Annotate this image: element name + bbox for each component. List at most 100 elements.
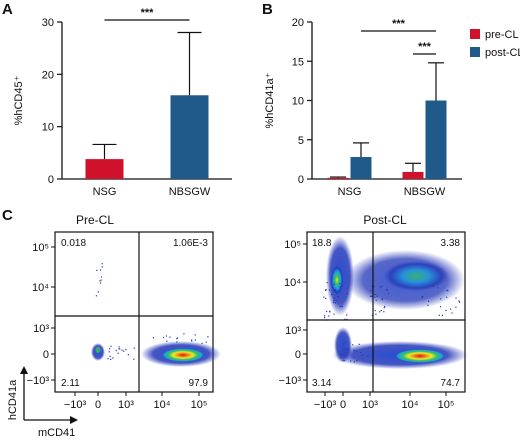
event-dot [356,360,358,362]
c-ylabel: hCD41a [7,379,19,420]
event-dot [337,296,339,298]
event-dot [358,343,360,345]
event-dot [450,308,452,310]
event-dot [110,345,112,347]
axis-orientation-key: hCD41a mCD41 [7,366,78,439]
c-x-tick-label: 10⁴ [154,399,171,411]
event-dot [334,302,336,304]
event-dot [334,289,336,291]
event-dot [374,309,376,312]
c-y-tick-label: 0 [43,349,49,361]
event-dot [353,349,355,351]
post-cl-title: Post-CL [363,213,407,227]
pre-cl-quad-top-left: 0.018 [61,238,86,249]
event-dot [376,295,378,297]
event-dot [422,296,424,298]
event-dot [458,301,461,303]
event-dot [110,358,112,360]
pre-cl-population-left-core [95,347,101,353]
event-dot [339,283,341,285]
event-dot [107,358,109,360]
b-bar-nsg-post-cl [350,157,372,179]
a-x-tick-label: NSG [93,186,117,198]
event-dot [445,309,447,312]
event-dot [381,285,383,287]
event-dot [354,350,356,352]
event-dot [325,297,327,299]
event-dot [176,341,178,343]
a-x-tick-label: NBSGW [169,186,211,198]
pre-cl-quad-top-right: 1.06E-3 [173,238,208,249]
b-bar-nbsgw-pre-cl [402,171,424,179]
event-dot [446,289,448,291]
b-y-axis-label: %hCD41a⁺ [264,72,276,128]
event-dot [326,282,328,284]
post-cl-y-ticks: 10⁵ 10⁴ 10³ 0 −10³ [279,239,307,387]
event-dot [339,305,341,308]
event-dot [373,286,375,288]
event-dot [194,339,196,341]
pre-cl-quad-bottom-left: 2.11 [61,378,80,389]
event-dot [359,352,362,354]
event-dot [333,313,335,315]
event-dot [109,355,111,357]
b-legend-label: pre-CL [485,29,519,41]
post-cl-plot: 18.8 3.38 3.14 74.7 [306,231,468,393]
event-dot [381,298,383,300]
c-y-tick-label: −10³ [27,375,50,387]
c-y-tick-label: 10⁴ [284,277,301,289]
event-dot [384,305,386,308]
event-dot [118,348,120,350]
b-x-tick-label: NSG [338,186,362,198]
event-dot [346,287,348,289]
event-dot [340,354,343,356]
event-dot [117,352,119,354]
event-dot [326,310,328,313]
b-y-tick-label: 10 [292,96,304,108]
post-cl-quad-bottom-right: 74.7 [441,378,461,389]
event-dot [329,310,331,312]
event-dot [421,296,423,298]
event-dot [99,282,102,284]
post-cl-quad-top-left: 18.8 [312,238,332,249]
event-dot [341,305,343,307]
pre-cl-frame [54,231,214,393]
event-dot [100,269,102,271]
event-dot [335,289,337,291]
event-dot [458,300,460,302]
event-dot [432,285,434,287]
event-dot [109,348,111,350]
event-dot [451,312,453,314]
b-y-tick-label: 20 [292,17,304,29]
event-dot [324,317,326,319]
event-dot [439,306,442,308]
a-bar-nbsgw [170,95,209,179]
panel-c-letter: C [2,207,13,224]
event-dot [328,289,331,291]
event-dot [339,286,341,288]
event-dot [446,296,448,298]
event-dot [387,292,390,295]
event-dot [353,361,355,363]
event-dot [371,295,373,297]
a-y-tick-label: 30 [42,17,54,29]
event-dot [447,290,449,292]
a-y-axis-label: %hCD45⁺ [13,75,25,125]
event-dot [361,354,363,356]
x-arrowhead-icon [70,416,78,424]
event-dot [370,295,372,297]
c-x-tick-label: 10³ [118,399,134,411]
event-dot [333,297,335,299]
event-dot [455,306,457,308]
event-dot [375,313,377,315]
event-dot [342,359,344,361]
post-cl-quad-top-right: 3.38 [441,238,461,249]
panel-a-chart: 0 10 20 30 NSG NBSGW *** %hCD45⁺ [13,7,232,198]
a-y-tick-label: 10 [42,122,54,134]
event-dot [331,294,333,296]
event-dot [123,350,125,352]
b-legend-label: post-CL [485,47,520,59]
a-y-tick-label: 20 [42,69,54,81]
event-dot [375,299,377,301]
event-dot [379,286,382,288]
